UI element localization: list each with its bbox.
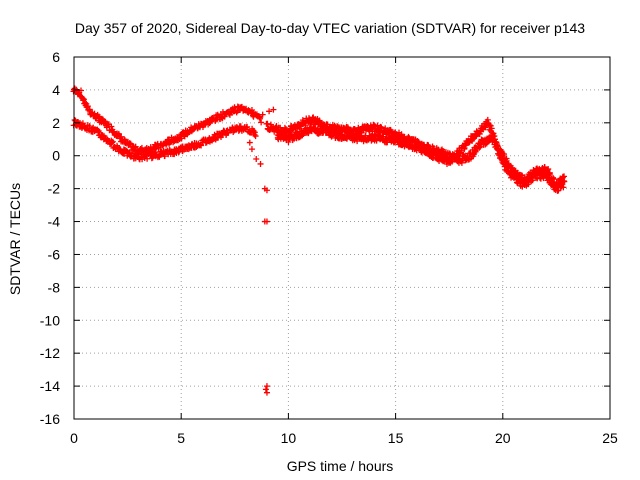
data-point [263,383,270,390]
y-tick-label: 0 [52,148,60,164]
data-point [257,160,264,167]
data-point [163,141,170,148]
data-point [458,149,465,156]
data-point [178,135,185,142]
x-tick-label: 25 [602,430,618,446]
data-point [281,124,288,131]
data-point [253,156,260,163]
data-point [425,142,432,149]
data-point [263,218,270,225]
chart-title: Day 357 of 2020, Sidereal Day-to-day VTE… [75,20,585,36]
x-axis-label: GPS time / hours [287,458,394,474]
data-point [252,133,259,140]
data-point [270,106,277,113]
data-point [132,143,139,150]
x-tick-label: 0 [70,430,78,446]
data-point [324,121,331,128]
y-tick-label: -4 [48,214,61,230]
data-point [251,129,258,136]
data-point [108,139,115,146]
x-tick-label: 10 [281,430,297,446]
data-point [257,115,264,122]
data-point [529,177,536,184]
y-tick-label: -2 [48,181,61,197]
data-point [461,145,468,152]
data-point [545,166,552,173]
data-point [452,155,459,162]
y-tick-label: -8 [48,279,61,295]
data-point [244,123,251,130]
data-point [82,99,89,106]
data-point [488,125,495,132]
data-point [561,178,568,185]
data-point [482,124,489,131]
data-point [263,187,270,194]
data-point [271,128,278,135]
data-point [77,87,84,94]
y-tick-label: 4 [52,82,60,98]
data-point [504,167,511,174]
data-point [486,122,493,129]
data-point [95,128,102,135]
data-point [418,143,425,150]
data-point [258,119,265,126]
data-point [458,159,465,166]
data-point [404,138,411,145]
y-tick-label: -16 [40,411,60,427]
y-tick-label: 2 [52,115,60,131]
y-tick-label: -14 [40,378,60,394]
data-point [495,146,502,153]
y-tick-label: -6 [48,246,61,262]
data-point [263,389,270,396]
data-point [560,184,567,191]
data-point [550,174,557,181]
data-point [262,386,269,393]
y-tick-label: -10 [40,312,60,328]
y-tick-label: 6 [52,49,60,65]
data-point [305,130,312,137]
data-point [248,146,255,153]
data-point [449,158,456,165]
data-point [263,120,270,127]
data-point [266,108,273,115]
data-point [561,173,568,180]
data-points [70,85,568,396]
data-point [259,111,266,118]
data-point [103,135,110,142]
data-point [161,153,168,160]
grid-lines [74,57,610,419]
plot-frame [73,56,611,420]
x-tick-label: 5 [177,430,185,446]
data-point [198,142,205,149]
x-tick-label: 15 [388,430,404,446]
data-point [285,138,292,145]
x-tick-label: 20 [495,430,511,446]
y-tick-label: -12 [40,345,60,361]
data-point [155,145,162,152]
y-axis-label: SDTVAR / TECUs [7,183,23,295]
data-point [541,164,548,171]
data-point [246,139,253,146]
data-point [121,136,128,143]
axis-ticks: 0 5 10 15 20 25 -16 -14 -12 -10 -8 -6 -4 -2 0 2 4 6 [40,49,618,446]
data-point [115,130,122,137]
